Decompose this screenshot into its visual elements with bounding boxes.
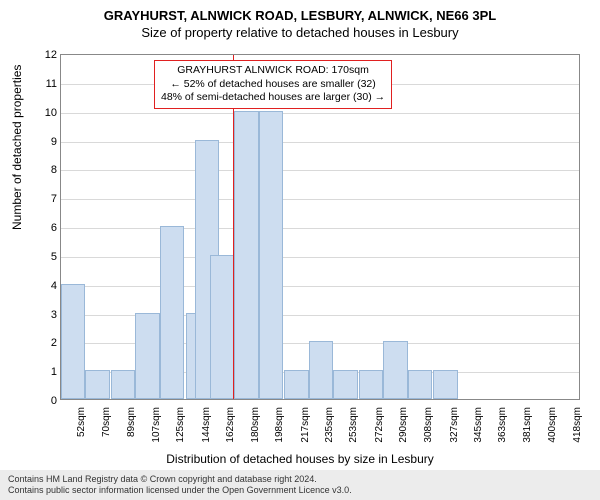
bar	[408, 370, 432, 399]
annotation-line3: 48% of semi-detached houses are larger (…	[161, 91, 385, 105]
y-tick-label: 11	[39, 78, 57, 90]
y-tick-label: 9	[39, 136, 57, 148]
x-tick-label: 198sqm	[274, 407, 285, 457]
x-tick-label: 272sqm	[374, 407, 385, 457]
x-tick-label: 70sqm	[101, 407, 112, 457]
x-tick-label: 253sqm	[348, 407, 359, 457]
y-tick-label: 0	[39, 395, 57, 407]
footer-line2: Contains public sector information licen…	[8, 485, 592, 496]
bar	[383, 341, 407, 399]
y-tick-label: 1	[39, 366, 57, 378]
bar	[433, 370, 457, 399]
x-tick-label: 52sqm	[76, 407, 87, 457]
bar	[234, 111, 258, 399]
x-tick-label: 308sqm	[423, 407, 434, 457]
bar	[61, 284, 85, 399]
gridline	[61, 257, 579, 258]
x-tick-label: 327sqm	[449, 407, 460, 457]
y-tick-label: 8	[39, 164, 57, 176]
x-axis-label: Distribution of detached houses by size …	[0, 452, 600, 466]
gridline	[61, 199, 579, 200]
gridline	[61, 142, 579, 143]
bar	[333, 370, 357, 399]
x-tick-label: 290sqm	[398, 407, 409, 457]
annotation-line1: GRAYHURST ALNWICK ROAD: 170sqm	[161, 64, 385, 78]
y-tick-label: 7	[39, 193, 57, 205]
bar	[85, 370, 109, 399]
plot-area: 0123456789101112 GRAYHURST ALNWICK ROAD:…	[60, 54, 580, 400]
y-tick-label: 6	[39, 222, 57, 234]
x-tick-label: 144sqm	[201, 407, 212, 457]
x-tick-label: 107sqm	[151, 407, 162, 457]
y-tick-label: 4	[39, 280, 57, 292]
bar	[259, 111, 283, 399]
title-line1: GRAYHURST, ALNWICK ROAD, LESBURY, ALNWIC…	[0, 0, 600, 23]
x-tick-label: 89sqm	[126, 407, 137, 457]
chart-container: GRAYHURST, ALNWICK ROAD, LESBURY, ALNWIC…	[0, 0, 600, 500]
x-tick-label: 162sqm	[225, 407, 236, 457]
gridline	[61, 228, 579, 229]
bar	[135, 313, 159, 400]
x-tick-label: 400sqm	[547, 407, 558, 457]
footer-line1: Contains HM Land Registry data © Crown c…	[8, 474, 592, 485]
bar	[111, 370, 135, 399]
annotation-box: GRAYHURST ALNWICK ROAD: 170sqm ← 52% of …	[154, 60, 392, 109]
footer: Contains HM Land Registry data © Crown c…	[0, 470, 600, 500]
y-tick-label: 2	[39, 337, 57, 349]
y-tick-label: 12	[39, 49, 57, 61]
annotation-line2: ← 52% of detached houses are smaller (32…	[161, 78, 385, 92]
title-line2: Size of property relative to detached ho…	[0, 23, 600, 40]
bar	[309, 341, 333, 399]
gridline	[61, 286, 579, 287]
y-tick-label: 10	[39, 107, 57, 119]
bar	[160, 226, 184, 399]
y-tick-label: 5	[39, 251, 57, 263]
x-tick-label: 363sqm	[497, 407, 508, 457]
bar	[210, 255, 234, 399]
gridline	[61, 113, 579, 114]
x-tick-label: 381sqm	[522, 407, 533, 457]
bar	[284, 370, 308, 399]
x-tick-label: 125sqm	[175, 407, 186, 457]
gridline	[61, 170, 579, 171]
x-tick-label: 418sqm	[572, 407, 583, 457]
y-axis-label: Number of detached properties	[10, 65, 24, 230]
y-tick-label: 3	[39, 309, 57, 321]
x-tick-label: 217sqm	[300, 407, 311, 457]
x-tick-label: 235sqm	[324, 407, 335, 457]
x-tick-label: 345sqm	[473, 407, 484, 457]
bar	[359, 370, 383, 399]
x-tick-label: 180sqm	[250, 407, 261, 457]
